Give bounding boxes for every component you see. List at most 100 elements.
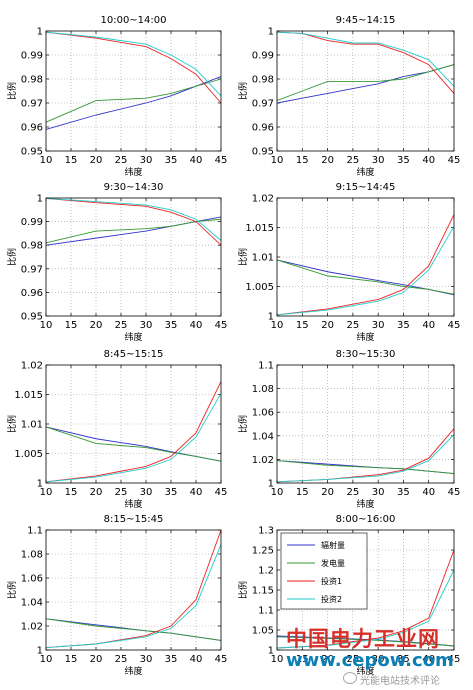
y-tick-label: 1 [268,27,274,38]
y-tick-label: 1.05 [252,626,274,637]
legend-label: 投资2 [321,594,342,604]
series-line [45,381,222,483]
series-line [276,64,455,102]
y-tick-label: 0.98 [21,241,43,252]
chart-panel-2: 10 15 20 25 30 35 40 45 0.95 0.96 0.97 0.98 0.99 1 9:4… [237,15,460,178]
x-tick-label: 10 [40,654,53,665]
chart-panel-7: 10 15 20 25 30 35 40 45 1 1.02 1.04 1.06 1.08 1.1 8:15… [6,514,227,677]
y-tick-label: 0.97 [21,264,43,275]
x-tick-label: 15 [296,320,309,331]
chart-panel-4: 10 15 20 25 30 35 40 45 1 1.005 1.01 1.015 1.02 9:15~… [237,182,460,343]
y-tick-label: 1.3 [258,526,274,537]
x-tick-label: 45 [215,654,228,665]
x-tick-label: 20 [90,487,103,498]
series-line [276,636,455,647]
legend-label: 投资1 [321,576,342,586]
series-line [45,31,222,104]
y-tick-label: 1.01 [21,420,43,431]
y-tick-label: 0.95 [21,312,43,323]
x-tick-label: 15 [296,487,309,498]
x-axis-label: 纬度 [124,498,142,510]
plot-frame [45,197,222,317]
y-tick-label: 0.97 [252,99,274,110]
y-tick-label: 0.95 [252,147,274,158]
y-axis-label: 比例 [237,82,249,100]
y-tick-label: 0.98 [252,75,274,86]
x-tick-label: 25 [115,487,128,498]
y-axis-label: 比例 [6,248,18,266]
y-tick-label: 1.2 [258,566,274,577]
x-tick-label: 15 [296,155,309,166]
y-axis-label: 比例 [6,415,18,433]
x-tick-label: 30 [372,487,385,498]
x-tick-label: 35 [397,487,410,498]
y-tick-label: 1 [37,27,43,38]
x-tick-label: 35 [397,155,410,166]
x-tick-label: 45 [448,155,461,166]
y-tick-label: 1.005 [245,282,274,293]
x-tick-label: 10 [40,320,53,331]
y-tick-label: 1.25 [252,546,274,557]
x-tick-label: 35 [397,654,410,665]
y-tick-label: 1.02 [21,622,43,633]
y-tick-label: 1.08 [252,384,274,395]
x-tick-label: 20 [321,654,334,665]
y-tick-label: 1.06 [252,408,274,419]
y-tick-label: 1.15 [252,586,274,597]
series-line [45,198,222,241]
y-tick-label: 1 [268,479,274,490]
legend-label: 发电量 [321,558,345,568]
y-tick-label: 1.02 [252,455,274,466]
plot-frame [276,30,455,152]
series-line [276,569,455,649]
x-tick-label: 20 [321,320,334,331]
x-tick-label: 25 [346,320,359,331]
x-tick-label: 20 [90,654,103,665]
y-tick-label: 0.99 [21,217,43,228]
chart-title: 9:15~14:45 [336,182,396,193]
series-line [276,460,455,475]
x-tick-label: 40 [422,654,435,665]
x-axis-label: 纬度 [356,166,374,178]
x-tick-label: 15 [65,320,78,331]
y-tick-label: 1.015 [245,223,274,234]
series-line [45,31,222,97]
y-tick-label: 1 [268,646,274,657]
x-tick-label: 10 [40,155,53,166]
x-tick-label: 15 [296,654,309,665]
x-tick-label: 25 [115,320,128,331]
chart-panel-1: 10 15 20 25 30 35 40 45 0.95 0.96 0.97 0.98 0.99 1 10:… [6,15,227,178]
x-tick-label: 45 [215,320,228,331]
chart-panel-5: 10 15 20 25 30 35 40 45 1 1.005 1.01 1.015 1.02 8:45~… [6,349,227,510]
x-tick-label: 15 [65,654,78,665]
y-tick-label: 1.1 [258,361,274,372]
x-tick-label: 40 [190,487,203,498]
x-tick-label: 40 [422,487,435,498]
plot-frame [45,529,222,651]
x-tick-label: 25 [346,155,359,166]
y-tick-label: 0.99 [21,51,43,62]
plot-frame [45,30,222,152]
x-tick-label: 35 [165,320,178,331]
watermark-site-name: 中国电力工业网 [286,627,440,651]
watermark-url: www.cepow.com [286,650,454,671]
y-axis-label: 比例 [237,581,249,599]
x-tick-label: 25 [115,654,128,665]
x-tick-label: 45 [215,155,228,166]
x-axis-label: 纬度 [356,498,374,510]
chart-title: 9:30~14:30 [104,182,164,193]
x-tick-label: 30 [140,155,153,166]
y-tick-label: 1.1 [27,526,43,537]
x-tick-label: 20 [321,155,334,166]
x-tick-label: 35 [165,487,178,498]
x-tick-label: 25 [346,487,359,498]
series-line [45,393,222,483]
plot-frame [276,529,455,651]
y-tick-label: 1.04 [252,431,274,442]
y-tick-label: 0.98 [21,75,43,86]
x-tick-label: 15 [65,155,78,166]
x-tick-label: 20 [321,487,334,498]
chart-title: 9:45~14:15 [336,15,396,26]
y-tick-label: 1.1 [258,606,274,617]
